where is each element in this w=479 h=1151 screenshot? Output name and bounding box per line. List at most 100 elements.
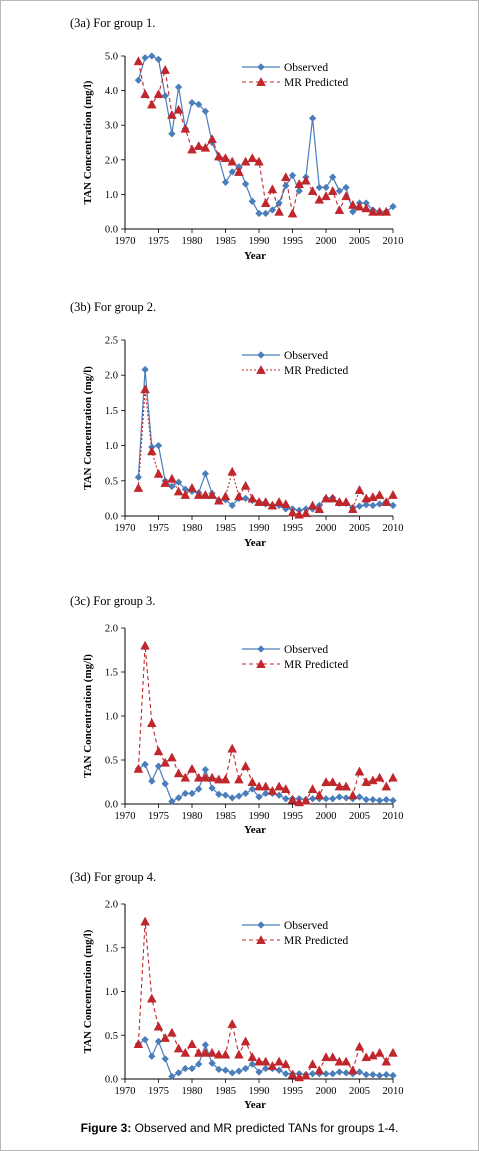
point-predicted	[207, 489, 217, 499]
point-predicted	[234, 166, 244, 176]
point-predicted	[140, 89, 150, 99]
point-predicted	[227, 743, 238, 753]
point-observed	[275, 791, 283, 799]
point-observed	[154, 441, 163, 450]
point-observed	[154, 1037, 163, 1046]
x-tick-label: 2005	[349, 811, 370, 822]
point-predicted	[160, 757, 171, 767]
point-predicted	[254, 496, 264, 506]
point-observed	[241, 1064, 250, 1073]
point-observed	[134, 76, 143, 84]
point-observed	[355, 1068, 364, 1076]
point-observed	[201, 470, 210, 478]
point-predicted	[267, 500, 278, 510]
point-predicted	[307, 784, 318, 794]
point-observed	[261, 789, 270, 798]
point-observed	[255, 209, 263, 218]
point-predicted	[327, 186, 338, 195]
point-predicted	[354, 1041, 365, 1051]
x-tick-label: 1970	[115, 811, 136, 822]
legend: Observed MR Predicted	[242, 350, 348, 377]
point-predicted	[314, 790, 325, 800]
point-predicted	[140, 640, 150, 650]
point-predicted	[381, 496, 392, 506]
figure-caption: Figure 3: Observed and MR predicted TANs…	[0, 1121, 479, 1135]
point-predicted	[247, 777, 258, 786]
legend-marker-observed	[257, 351, 265, 359]
point-observed	[228, 168, 236, 176]
point-observed	[174, 478, 183, 486]
point-predicted	[341, 191, 351, 201]
point-predicted	[187, 144, 197, 154]
y-tick-label: 1.5	[105, 668, 118, 679]
y-tick-label: 1.0	[105, 190, 118, 201]
point-observed	[134, 473, 143, 482]
point-observed	[349, 207, 357, 216]
point-predicted	[140, 384, 150, 394]
chart-panel-1: (3a) For group 1. 0.0 1.0 2.0 3.0 4.0 5.0 1970 1…	[70, 16, 404, 262]
x-tick-label: 2005	[349, 236, 370, 247]
legend-label-predicted: MR Predicted	[284, 935, 348, 947]
x-tick-label: 1980	[182, 1086, 203, 1097]
point-predicted	[193, 772, 204, 782]
x-tick-label: 2000	[316, 523, 337, 534]
point-predicted	[381, 1056, 392, 1066]
point-predicted	[287, 208, 298, 218]
point-predicted	[200, 1047, 211, 1057]
point-predicted	[220, 774, 231, 784]
x-tick-label: 1985	[215, 523, 236, 534]
point-observed	[375, 1071, 384, 1080]
point-predicted	[207, 134, 217, 144]
point-observed	[362, 500, 370, 509]
y-tick-label: 0.0	[105, 800, 118, 811]
legend-marker-observed	[257, 63, 265, 71]
point-observed	[174, 794, 183, 802]
point-predicted	[354, 201, 365, 211]
point-predicted	[220, 1049, 231, 1059]
y-tick-label: 0.5	[105, 756, 118, 767]
x-tick-label: 1985	[215, 1086, 236, 1097]
x-tick-label: 1970	[115, 523, 136, 534]
chart-panel-3: (3c) For group 3. 0.0 0.5 1.0 1.5 2.0 1970 1975…	[70, 594, 404, 836]
point-predicted	[280, 784, 291, 794]
point-observed	[148, 777, 156, 785]
series-line-predicted	[137, 921, 394, 1078]
point-predicted	[220, 491, 231, 501]
legend: Observed MR Predicted	[242, 920, 348, 947]
caption-text: Observed and MR predicted TANs for group…	[134, 1121, 399, 1135]
point-predicted	[287, 507, 298, 517]
x-tick-label: 1975	[148, 811, 169, 822]
point-predicted	[240, 761, 251, 771]
point-predicted	[368, 1050, 378, 1060]
point-observed	[168, 482, 176, 491]
point-observed	[248, 197, 257, 206]
point-observed	[194, 785, 203, 793]
point-observed	[322, 1069, 330, 1078]
point-predicted	[146, 99, 157, 109]
point-observed	[288, 171, 297, 180]
caption-label: Figure 3:	[80, 1121, 132, 1135]
x-tick-label: 1975	[148, 236, 169, 247]
point-predicted	[220, 153, 231, 163]
x-tick-label: 1980	[182, 236, 203, 247]
point-observed	[248, 785, 257, 793]
point-predicted	[327, 1052, 338, 1062]
legend: Observed MR Predicted	[242, 644, 348, 671]
point-predicted	[146, 993, 157, 1003]
point-predicted	[260, 781, 271, 791]
point-predicted	[193, 489, 204, 499]
chart-panel-4: (3d) For group 4. 0.0 0.5 1.0 1.5 2.0 1970 1975…	[70, 870, 404, 1111]
legend-label-predicted: MR Predicted	[284, 77, 348, 89]
legend-marker-observed	[257, 645, 265, 653]
point-observed	[328, 1069, 337, 1078]
point-observed	[148, 52, 156, 60]
x-axis-label: Year	[244, 824, 266, 836]
legend-marker-predicted	[256, 77, 266, 86]
point-predicted	[368, 775, 378, 785]
point-observed	[328, 794, 337, 803]
x-tick-label: 1990	[249, 523, 270, 534]
point-observed	[315, 183, 324, 192]
point-observed	[208, 784, 216, 792]
point-predicted	[180, 1047, 191, 1057]
point-predicted	[274, 496, 284, 506]
